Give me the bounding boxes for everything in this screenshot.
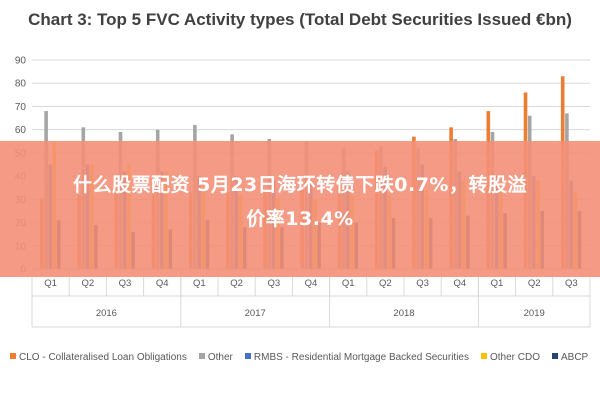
- legend-item: CLO - Collateralised Loan Obligations: [10, 352, 187, 363]
- legend-label: Other CDO: [489, 352, 540, 363]
- x-tick-label: Q1: [193, 278, 206, 289]
- x-tick-label: Q2: [528, 278, 541, 289]
- x-tick-label: Q4: [305, 278, 318, 289]
- legend-label: Other: [207, 352, 233, 363]
- x-tick-label: Q4: [156, 278, 169, 289]
- y-tick-label: 80: [15, 79, 27, 90]
- x-tick-label: Q3: [267, 278, 280, 289]
- legend-label: ABCP: [561, 352, 589, 363]
- x-tick-label: Q4: [453, 278, 466, 289]
- x-tick-label: Q3: [416, 278, 429, 289]
- legend-label: CLO - Collateralised Loan Obligations: [19, 352, 187, 363]
- banner-line-2: 价率13.4%: [246, 208, 354, 230]
- x-tick-label: Q2: [230, 278, 243, 289]
- year-label: 2018: [393, 308, 414, 319]
- x-tick-label: Q1: [44, 278, 57, 289]
- x-tick-label: Q3: [565, 278, 578, 289]
- year-label: 2016: [96, 308, 117, 319]
- legend-item: ABCP: [552, 352, 588, 363]
- legend-swatch: [10, 353, 16, 359]
- x-tick-label: Q3: [119, 278, 132, 289]
- legend-item: Other CDO: [480, 352, 540, 363]
- x-tick-label: Q2: [379, 278, 392, 289]
- legend-swatch: [198, 353, 205, 359]
- chart-legend: CLO - Collateralised Loan Obligations Oth…: [10, 352, 600, 363]
- banner-overlay: [0, 141, 600, 277]
- legend-item: Other: [198, 352, 233, 363]
- year-label: 2017: [245, 308, 266, 319]
- x-tick-label: Q1: [491, 278, 504, 289]
- legend-swatch: [552, 353, 558, 359]
- legend-swatch: [244, 353, 251, 359]
- x-tick-label: Q1: [342, 278, 355, 289]
- year-label: 2019: [524, 308, 545, 319]
- y-tick-label: 70: [15, 102, 27, 113]
- legend-item: RMBS - Residential Mortgage Backed Secur…: [244, 352, 469, 363]
- y-tick-label: 90: [15, 56, 27, 67]
- chart-title: Chart 3: Top 5 FVC Activity types (Total…: [28, 10, 572, 29]
- x-tick-label: Q2: [81, 278, 94, 289]
- banner-text: 什么股票配资 5月23日海环转债下跌0.7%，转股溢 价率13.4%: [0, 168, 600, 236]
- legend-label: RMBS - Residential Mortgage Backed Secur…: [253, 352, 469, 363]
- legend-swatch: [480, 353, 487, 359]
- y-tick-label: 60: [15, 125, 27, 136]
- banner-line-1: 什么股票配资 5月23日海环转债下跌0.7%，转股溢: [73, 174, 527, 196]
